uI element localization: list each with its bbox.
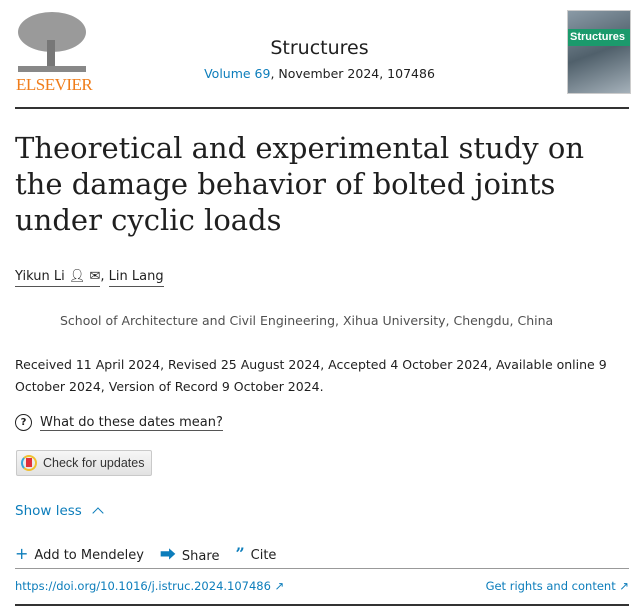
add-to-mendeley-button[interactable]: + Add to Mendeley [15,543,144,563]
issue-details: , November 2024, 107486 [270,66,435,81]
crossmark-icon [21,455,37,471]
rights-link[interactable]: Get rights and content ↗ [485,579,629,593]
actions-divider [15,568,629,569]
cover-title: Structures [568,29,630,46]
check-updates-label: Check for updates [43,456,145,470]
share-icon: ⮕ [159,545,176,564]
plus-icon: + [15,543,29,563]
volume-link[interactable]: Volume 69 [204,66,271,81]
author-link[interactable]: Yikun Li 👤︎ ✉ [15,269,101,287]
cite-button[interactable]: ” Cite [235,543,277,563]
external-link-icon: ↗ [619,579,629,593]
header-divider [15,107,629,109]
person-icon: 👤︎ [68,269,86,284]
elsevier-logo-text: ELSEVIER [16,75,93,94]
author-link[interactable]: Lin Lang [108,269,164,287]
affiliation: School of Architecture and Civil Enginee… [60,313,554,328]
doi-link[interactable]: https://doi.org/10.1016/j.istruc.2024.10… [15,579,285,593]
volume-info: Volume 69, November 2024, 107486 [0,66,639,81]
dates-help-link[interactable]: ? What do these dates mean? [15,414,223,431]
article-title: Theoretical and experimental study on th… [15,131,585,237]
question-icon: ? [15,414,32,431]
footer-divider [15,604,629,606]
chevron-up-icon [92,507,104,519]
elsevier-tree-logo [14,10,90,72]
share-button[interactable]: ⮕ Share [159,545,220,564]
show-less-toggle[interactable]: Show less [15,503,104,519]
check-for-updates-button[interactable]: Check for updates [16,450,152,476]
email-icon[interactable]: ✉ [89,269,101,284]
external-link-icon: ↗ [274,579,285,593]
dates-help-text: What do these dates mean? [40,414,223,431]
author-separator: , [100,269,109,284]
article-dates: Received 11 April 2024, Revised 25 Augus… [15,357,607,394]
quote-icon: ” [235,543,245,563]
journal-cover[interactable]: Structures [567,10,631,94]
article-actions: + Add to Mendeley ⮕ Share ” Cite [15,541,276,565]
author-list: Yikun Li 👤︎ ✉, Lin Lang [15,269,164,287]
journal-title[interactable]: Structures [270,37,369,59]
